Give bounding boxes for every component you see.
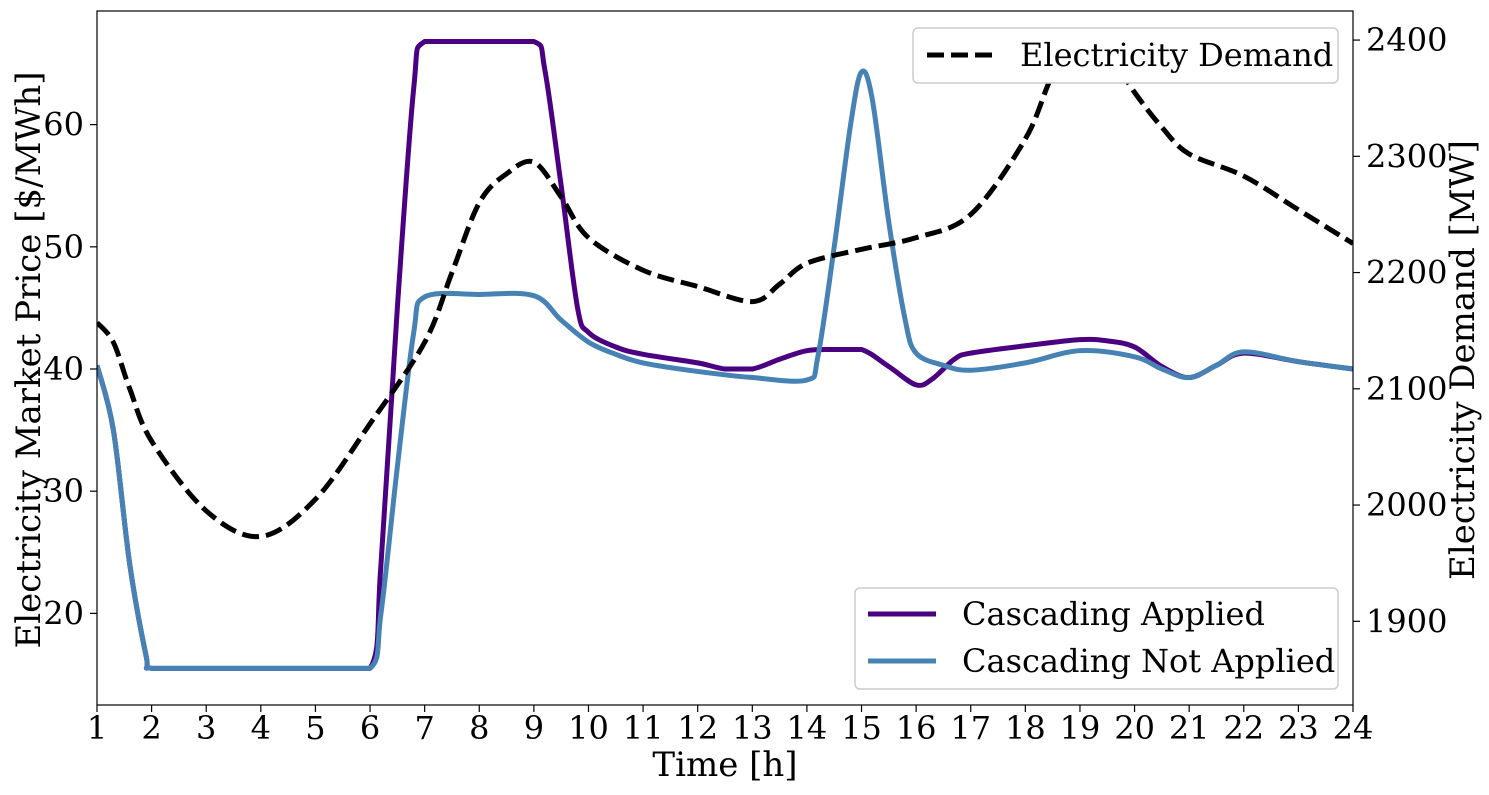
x-tick-label: 21 [1169, 709, 1210, 747]
x-tick-label: 5 [305, 709, 325, 747]
x-tick-label: 8 [469, 709, 489, 747]
x-tick-label: 10 [568, 709, 609, 747]
x-tick-label: 3 [196, 709, 216, 747]
y2-tick-label: 2100 [1366, 370, 1447, 408]
x-tick-label: 17 [950, 709, 991, 747]
x-tick-label: 11 [623, 709, 664, 747]
legend-label-cascading-applied: Cascading Applied [962, 595, 1265, 633]
x-tick-label: 18 [1005, 709, 1046, 747]
x-tick-label: 14 [787, 709, 828, 747]
legend-demand-label: Electricity Demand [1020, 36, 1333, 74]
y-tick-label: 30 [43, 472, 84, 510]
y2-tick-label: 2000 [1366, 486, 1447, 524]
x-tick-label: 20 [1114, 709, 1155, 747]
y-tick-label: 50 [43, 228, 84, 266]
y-axis-left: 20 30 40 50 60 [43, 106, 97, 632]
x-tick-label: 1 [87, 709, 107, 747]
y-axis-left-title: Electricity Market Price [$/MWh] [9, 71, 49, 648]
series-line-cascading-not-applied [97, 68, 1353, 671]
plot-lines [97, 36, 1353, 671]
x-tick-label: 12 [677, 709, 718, 747]
x-tick-label: 7 [414, 709, 434, 747]
x-axis-title: Time [h] [652, 745, 797, 785]
legend-label-cascading-not-applied: Cascading Not Applied [962, 642, 1335, 680]
series-line-cascading-applied [97, 39, 1353, 671]
x-tick-label: 6 [360, 709, 380, 747]
legend-demand: Electricity Demand [912, 27, 1339, 84]
y-tick-label: 60 [43, 106, 84, 144]
x-axis: 1 2 3 4 5 6 7 8 9 10 11 12 13 14 15 16 17 18 19 20 21 22 23 24 [87, 705, 1374, 747]
x-tick-label: 19 [1060, 709, 1101, 747]
x-tick-label: 2 [141, 709, 161, 747]
x-tick-label: 22 [1223, 709, 1264, 747]
legend-price-box [854, 587, 1339, 690]
x-tick-label: 9 [524, 709, 544, 747]
y2-tick-label: 2400 [1366, 21, 1447, 59]
x-tick-label: 24 [1333, 709, 1374, 747]
legend-demand-box [912, 27, 1339, 84]
series-line-electricity-demand [97, 36, 1353, 540]
x-tick-label: 16 [896, 709, 937, 747]
y-axis-right-title: Electricity Demand [MW] [1443, 140, 1483, 580]
y2-tick-label: 2300 [1366, 137, 1447, 175]
x-tick-label: 23 [1278, 709, 1319, 747]
x-tick-label: 4 [251, 709, 271, 747]
x-tick-label: 15 [841, 709, 882, 747]
y2-tick-label: 1900 [1366, 602, 1447, 640]
plot-frame [96, 10, 1354, 706]
y-tick-label: 40 [43, 350, 84, 388]
y-axis-right: 1900 2000 2100 2200 2300 2400 [1353, 21, 1447, 640]
legend-price: Cascading Applied Cascading Not Applied [854, 587, 1339, 690]
x-tick-label: 13 [732, 709, 773, 747]
y2-tick-label: 2200 [1366, 254, 1447, 292]
y-tick-label: 20 [43, 594, 84, 632]
